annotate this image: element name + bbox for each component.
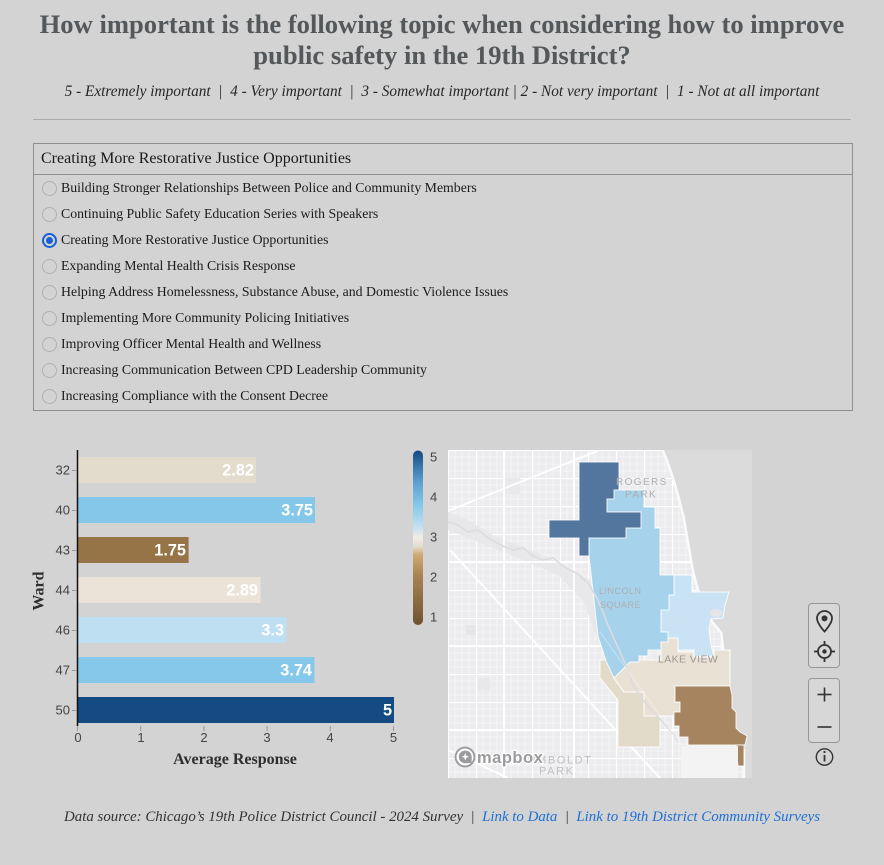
svg-text:5: 5 [430, 450, 437, 465]
svg-text:4: 4 [430, 490, 437, 505]
svg-text:LAKE VIEW: LAKE VIEW [658, 654, 718, 666]
svg-text:3: 3 [430, 530, 437, 545]
svg-text:3: 3 [263, 730, 270, 745]
svg-text:44: 44 [56, 583, 70, 598]
svg-text:5: 5 [390, 730, 397, 745]
svg-text:32: 32 [56, 463, 70, 478]
svg-text:1.75: 1.75 [154, 542, 186, 560]
svg-text:HUMBOLDT: HUMBOLDT [518, 755, 593, 767]
svg-text:47: 47 [56, 663, 70, 678]
svg-text:mapbox: mapbox [477, 749, 544, 767]
svg-text:2.82: 2.82 [222, 462, 254, 480]
svg-text:5: 5 [383, 702, 392, 720]
svg-text:1: 1 [137, 730, 144, 745]
svg-text:4: 4 [326, 730, 333, 745]
svg-text:Ward: Ward [31, 571, 48, 610]
svg-text:2: 2 [200, 730, 207, 745]
svg-text:43: 43 [56, 543, 70, 558]
svg-text:1: 1 [430, 610, 437, 625]
svg-text:PARK: PARK [625, 490, 657, 501]
svg-text:3.3: 3.3 [261, 622, 284, 640]
svg-text:Average Response: Average Response [173, 751, 297, 768]
svg-text:0: 0 [74, 730, 81, 745]
svg-text:40: 40 [56, 503, 70, 518]
svg-text:PARK: PARK [539, 766, 575, 778]
svg-text:3.75: 3.75 [281, 502, 313, 520]
svg-text:SQUARE: SQUARE [600, 600, 641, 610]
svg-text:2.89: 2.89 [226, 582, 258, 600]
svg-text:46: 46 [56, 623, 70, 638]
svg-text:3.74: 3.74 [280, 662, 312, 680]
svg-text:ROGERS: ROGERS [616, 477, 668, 488]
svg-text:LINCOLN: LINCOLN [599, 586, 642, 596]
svg-text:50: 50 [56, 703, 70, 718]
svg-text:2: 2 [430, 570, 437, 585]
